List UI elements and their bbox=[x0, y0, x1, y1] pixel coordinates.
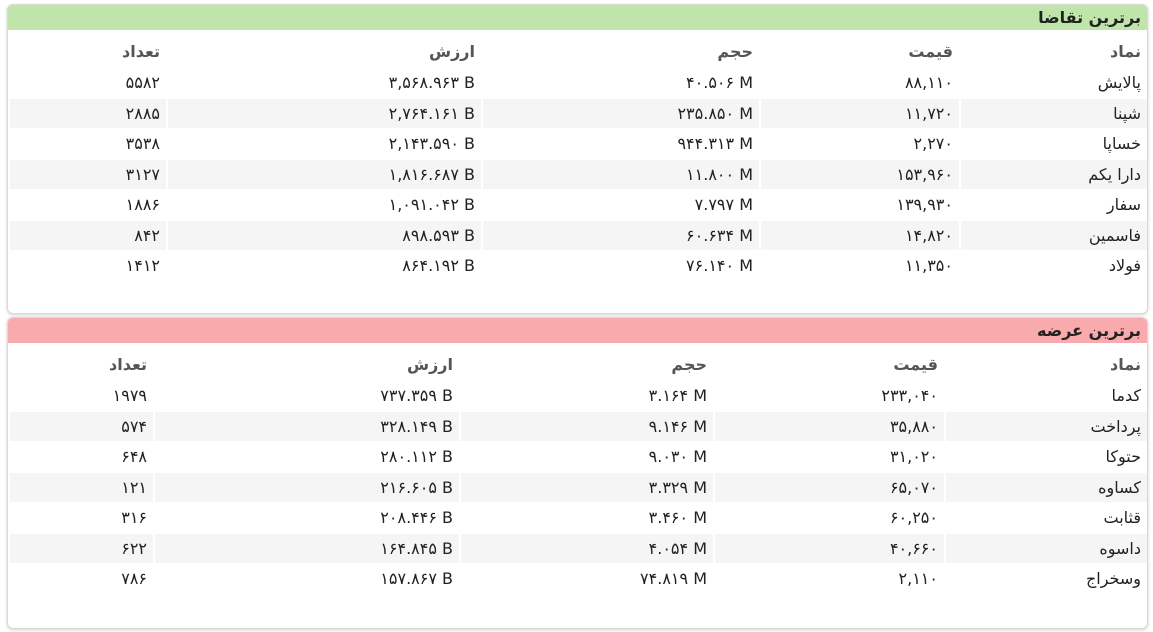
panel-title: برترین تقاضا bbox=[8, 5, 1147, 30]
panel: برترین تقاضا نماد قیمت حجم ارزش تعداد پالایش ۸… bbox=[7, 4, 1148, 314]
table-cell: ۱۱.۸۰۰ M bbox=[481, 159, 759, 190]
column-header: حجم bbox=[481, 36, 759, 68]
table: نماد قیمت حجم ارزش تعداد پالایش ۸۸,۱۱۰ ۴۰.۵۰۶ M… bbox=[8, 36, 1147, 282]
table-cell: ۱۶۴.۸۴۵ B bbox=[153, 533, 459, 564]
table-cell: ۳.۱۶۴ M bbox=[459, 381, 713, 412]
column-header: تعداد bbox=[8, 36, 166, 68]
table-cell: ۲۳۳,۰۴۰ bbox=[713, 381, 944, 412]
table-cell: ۱۸۸۶ bbox=[8, 190, 166, 221]
table-cell: ۷۸۶ bbox=[8, 564, 153, 595]
table-cell: حتوکا bbox=[944, 442, 1147, 473]
table-cell: ۲,۷۶۴.۱۶۱ B bbox=[166, 98, 481, 129]
column-header: قیمت bbox=[759, 36, 959, 68]
table-cell: ۷۶.۱۴۰ M bbox=[481, 251, 759, 282]
column-header: نماد bbox=[944, 349, 1147, 381]
table-cell: ۴۰,۶۶۰ bbox=[713, 533, 944, 564]
table-cell: ۳۱۶ bbox=[8, 503, 153, 534]
table-cell: کدما bbox=[944, 381, 1147, 412]
table-cell: ۳۵۳۸ bbox=[8, 129, 166, 160]
table-cell: ۹.۱۴۶ M bbox=[459, 411, 713, 442]
table-cell: ۴۰.۵۰۶ M bbox=[481, 68, 759, 99]
table-cell: ۱۲۱ bbox=[8, 472, 153, 503]
table: نماد قیمت حجم ارزش تعداد کدما ۲۳۳,۰۴۰ ۳.۱۶۴ M ۷۳… bbox=[8, 349, 1147, 595]
table-cell: ۴.۰۵۴ M bbox=[459, 533, 713, 564]
table-cell: ۱۵۷.۸۶۷ B bbox=[153, 564, 459, 595]
table-cell: ۷۳۷.۳۵۹ B bbox=[153, 381, 459, 412]
table-cell: ۵۵۸۲ bbox=[8, 68, 166, 99]
table-cell: ۱,۸۱۶.۶۸۷ B bbox=[166, 159, 481, 190]
table-cell: ۸۶۴.۱۹۲ B bbox=[166, 251, 481, 282]
table-cell: ۹۴۴.۳۱۳ M bbox=[481, 129, 759, 160]
table-cell: ۲,۱۴۳.۵۹۰ B bbox=[166, 129, 481, 160]
table-cell: ۲۸۰.۱۱۲ B bbox=[153, 442, 459, 473]
table-cell: ۳۵,۸۸۰ bbox=[713, 411, 944, 442]
table-cell: ۲,۱۱۰ bbox=[713, 564, 944, 595]
table-cell: ۳.۴۶۰ M bbox=[459, 503, 713, 534]
table-cell: ۱۹۷۹ bbox=[8, 381, 153, 412]
table-cell: ۱۴,۸۲۰ bbox=[759, 220, 959, 251]
table-cell: دارا یکم bbox=[959, 159, 1147, 190]
table-cell: فولاد bbox=[959, 251, 1147, 282]
table-cell: کساوه bbox=[944, 472, 1147, 503]
table-cell: ۹.۰۳۰ M bbox=[459, 442, 713, 473]
table-cell: ۸۴۲ bbox=[8, 220, 166, 251]
table-cell: ۶۲۲ bbox=[8, 533, 153, 564]
column-header: ارزش bbox=[153, 349, 459, 381]
table-cell: ۱۱,۳۵۰ bbox=[759, 251, 959, 282]
table-cell: ۳۲۸.۱۴۹ B bbox=[153, 411, 459, 442]
table-cell: پالایش bbox=[959, 68, 1147, 99]
table-cell: ۳.۳۲۹ M bbox=[459, 472, 713, 503]
table-cell: ۶۰.۶۳۴ M bbox=[481, 220, 759, 251]
table-cell: پرداخت bbox=[944, 411, 1147, 442]
table-cell: خساپا bbox=[959, 129, 1147, 160]
table-cell: ۶۵,۰۷۰ bbox=[713, 472, 944, 503]
table-cell: ۷۴.۸۱۹ M bbox=[459, 564, 713, 595]
table-cell: ۲۳۵.۸۵۰ M bbox=[481, 98, 759, 129]
table-cell: ۳,۵۶۸.۹۶۳ B bbox=[166, 68, 481, 99]
table-cell: ۱۱,۷۲۰ bbox=[759, 98, 959, 129]
column-header: حجم bbox=[459, 349, 713, 381]
table-cell: ۱,۰۹۱.۰۴۲ B bbox=[166, 190, 481, 221]
table-cell: ۸۹۸.۵۹۳ B bbox=[166, 220, 481, 251]
table-cell: ۱۳۹,۹۳۰ bbox=[759, 190, 959, 221]
column-header: نماد bbox=[959, 36, 1147, 68]
table-cell: شپنا bbox=[959, 98, 1147, 129]
panel-title: برترین عرضه bbox=[8, 318, 1147, 343]
column-header: تعداد bbox=[8, 349, 153, 381]
table-cell: سفار bbox=[959, 190, 1147, 221]
table-cell: ۲۰۸.۴۴۶ B bbox=[153, 503, 459, 534]
table-cell: ۶۴۸ bbox=[8, 442, 153, 473]
table-cell: ۳۱۲۷ bbox=[8, 159, 166, 190]
table-cell: ۱۵۳,۹۶۰ bbox=[759, 159, 959, 190]
table-cell: ۳۱,۰۲۰ bbox=[713, 442, 944, 473]
table-cell: ۵۷۴ bbox=[8, 411, 153, 442]
column-header: ارزش bbox=[166, 36, 481, 68]
table-cell: قثابت bbox=[944, 503, 1147, 534]
table-cell: فاسمین bbox=[959, 220, 1147, 251]
table-cell: ۶۰,۲۵۰ bbox=[713, 503, 944, 534]
column-header: قیمت bbox=[713, 349, 944, 381]
table-cell: ۱۴۱۲ bbox=[8, 251, 166, 282]
panel: برترین عرضه نماد قیمت حجم ارزش تعداد کدما ۲۳۳,… bbox=[7, 317, 1148, 629]
table-cell: وسخراج bbox=[944, 564, 1147, 595]
table-cell: ۲۸۸۵ bbox=[8, 98, 166, 129]
table-cell: ۲۱۶.۶۰۵ B bbox=[153, 472, 459, 503]
table-cell: ۸۸,۱۱۰ bbox=[759, 68, 959, 99]
table-cell: داسوه bbox=[944, 533, 1147, 564]
table-cell: ۷.۷۹۷ M bbox=[481, 190, 759, 221]
table-cell: ۲,۲۷۰ bbox=[759, 129, 959, 160]
